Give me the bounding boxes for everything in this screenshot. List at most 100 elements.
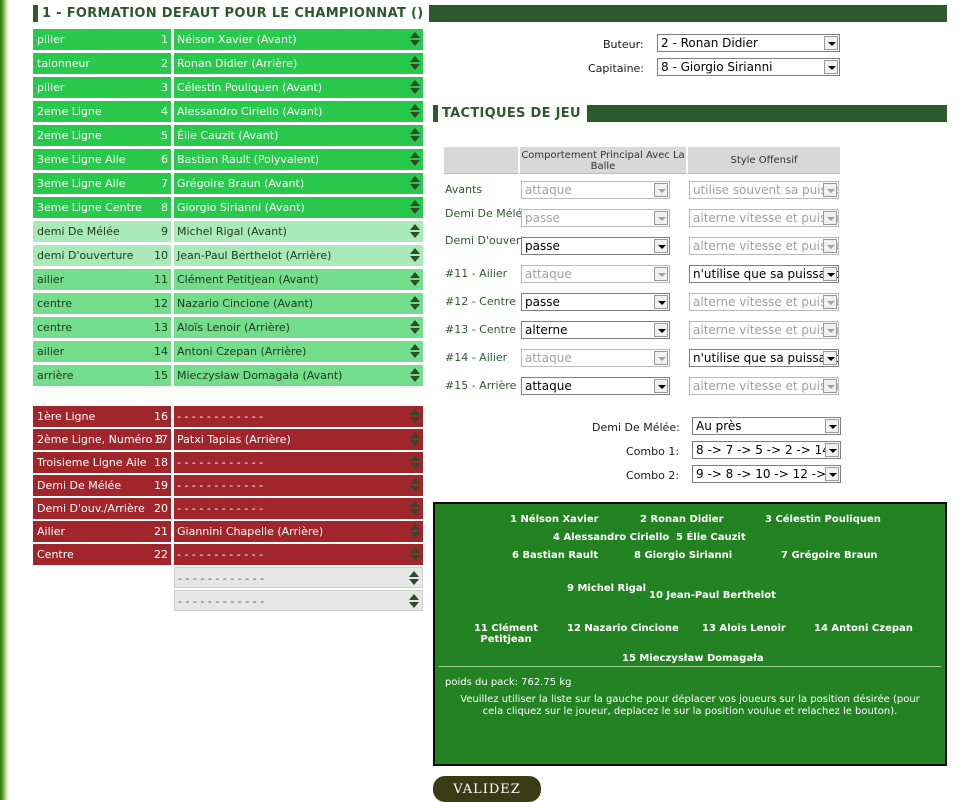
formation-header: 1 - FORMATION DEFAUT POUR LE CHAMPIONNAT… — [33, 5, 947, 22]
chevron-down-icon[interactable] — [825, 419, 839, 433]
combo1-select[interactable]: 8 -> 7 -> 5 -> 2 -> 14 — [692, 441, 841, 459]
player-slot[interactable]: - - - - - - - - - - - - — [174, 406, 423, 427]
chevron-down-icon[interactable] — [654, 239, 668, 253]
chevron-down-icon[interactable] — [654, 295, 668, 309]
position-cell: Troisieme Ligne Aile 18 — [33, 452, 171, 473]
player-slot[interactable]: Antoni Czepan (Arrière) — [174, 341, 423, 362]
drag-handle-icon[interactable] — [410, 80, 420, 95]
drag-handle-icon[interactable] — [410, 455, 420, 470]
drag-handle-icon[interactable] — [410, 409, 420, 424]
player-slot[interactable]: Jean-Paul Berthelot (Arrière) — [174, 245, 423, 266]
drag-handle-icon[interactable] — [410, 224, 420, 239]
position-cell: 1ère Ligne 16 — [33, 406, 171, 427]
field-player: 9 Michel Rigal — [567, 583, 647, 594]
player-slot[interactable]: Élie Cauzit (Avant) — [174, 125, 423, 146]
tactic-comportement-select[interactable]: passe — [521, 237, 670, 255]
drag-handle-icon[interactable] — [410, 176, 420, 191]
validez-button[interactable]: VALIDEZ — [433, 776, 541, 802]
drag-handle-icon[interactable] — [410, 272, 420, 287]
drag-handle-icon[interactable] — [410, 547, 420, 562]
player-slot[interactable]: Clément Petitjean (Avant) — [174, 269, 423, 290]
field-player: 7 Grégoire Braun — [781, 550, 878, 561]
player-slot[interactable]: Giorgio Sirianni (Avant) — [174, 197, 423, 218]
drag-handle-icon[interactable] — [410, 344, 420, 359]
chevron-down-icon[interactable] — [654, 323, 668, 337]
position-cell: arrière 15 — [33, 365, 171, 386]
tactiques-header: TACTIQUES DE JEU — [433, 105, 947, 122]
player-slot[interactable]: - - - - - - - - - - - - — [174, 567, 423, 588]
player-slot[interactable]: - - - - - - - - - - - - — [174, 452, 423, 473]
capitaine-value: 8 - Giorgio Sirianni — [661, 60, 773, 74]
combo1-value: 8 -> 7 -> 5 -> 2 -> 14 — [696, 443, 830, 457]
buteur-label: Buteur: — [603, 38, 644, 51]
substitute-row: Centre 22 - - - - - - - - - - - - — [33, 544, 423, 565]
position-cell: 3eme Ligne Aile 6 — [33, 149, 171, 170]
starter-row: 2eme Ligne 4 Alessandro Ciriello (Avant) — [33, 101, 423, 122]
player-slot[interactable]: Grégoire Braun (Avant) — [174, 173, 423, 194]
position-cell: 2ème Ligne, Numéro 8 17 — [33, 429, 171, 450]
player-slot[interactable]: Bastian Rault (Polyvalent) — [174, 149, 423, 170]
tactic-row-label: #13 - Centre — [445, 323, 516, 336]
player-slot[interactable]: Mieczysław Domagała (Avant) — [174, 365, 423, 386]
position-label: centre — [37, 297, 73, 310]
chevron-down-icon[interactable] — [824, 36, 838, 50]
player-slot[interactable]: Michel Rigal (Avant) — [174, 221, 423, 242]
tactic-style-select[interactable]: n'utilise que sa puissance — [689, 265, 839, 283]
drag-handle-icon[interactable] — [410, 32, 420, 47]
starter-row: pilier 1 Nélson Xavier (Avant) — [33, 29, 423, 50]
drag-handle-icon[interactable] — [409, 594, 419, 609]
drag-handle-icon[interactable] — [410, 524, 420, 539]
position-number: 12 — [154, 297, 168, 310]
tactic-comportement-value: attaque — [525, 379, 572, 393]
tactic-style-select[interactable]: n'utilise que sa puissance — [689, 349, 839, 367]
player-slot[interactable]: Ronan Didier (Arrière) — [174, 53, 423, 74]
drag-handle-icon[interactable] — [410, 128, 420, 143]
demi-de-melee-select[interactable]: Au près — [692, 417, 841, 435]
player-slot[interactable]: - - - - - - - - - - - - — [174, 590, 423, 611]
drag-handle-icon[interactable] — [410, 432, 420, 447]
drag-handle-icon[interactable] — [410, 152, 420, 167]
chevron-down-icon — [654, 183, 668, 197]
drag-handle-icon[interactable] — [410, 320, 420, 335]
drag-handle-icon[interactable] — [410, 248, 420, 263]
player-slot[interactable]: Aloïs Lenoir (Arrière) — [174, 317, 423, 338]
buteur-value: 2 - Ronan Didier — [661, 36, 758, 50]
position-number: 9 — [161, 225, 168, 238]
field-player: 8 Giorgio Sirianni — [634, 550, 733, 561]
capitaine-select[interactable]: 8 - Giorgio Sirianni — [657, 58, 840, 76]
player-slot[interactable]: Célestin Pouliquen (Avant) — [174, 77, 423, 98]
player-slot[interactable]: - - - - - - - - - - - - — [174, 498, 423, 519]
drag-handle-icon[interactable] — [410, 200, 420, 215]
player-slot[interactable]: Nazario Cincione (Avant) — [174, 293, 423, 314]
drag-handle-icon[interactable] — [410, 104, 420, 119]
tactic-comportement-select[interactable]: alterne — [521, 321, 670, 339]
buteur-select[interactable]: 2 - Ronan Didier — [657, 34, 840, 52]
chevron-down-icon[interactable] — [654, 379, 668, 393]
position-cell: 3eme Ligne Centre 8 — [33, 197, 171, 218]
combo2-select[interactable]: 9 -> 8 -> 10 -> 12 -> — [692, 465, 841, 483]
player-slot[interactable]: - - - - - - - - - - - - — [174, 475, 423, 496]
chevron-down-icon[interactable] — [823, 351, 837, 365]
player-slot[interactable]: Nélson Xavier (Avant) — [174, 29, 423, 50]
player-slot[interactable]: Patxi Tapias (Arrière) — [174, 429, 423, 450]
tactic-comportement-select[interactable]: attaque — [521, 377, 670, 395]
drag-handle-icon[interactable] — [410, 501, 420, 516]
position-label: talonneur — [37, 57, 91, 70]
position-cell: demi D'ouverture 10 — [33, 245, 171, 266]
drag-handle-icon[interactable] — [410, 296, 420, 311]
chevron-down-icon[interactable] — [823, 267, 837, 281]
chevron-down-icon[interactable] — [824, 60, 838, 74]
player-slot[interactable]: Giannini Chapelle (Arrière) — [174, 521, 423, 542]
tactic-comportement-select[interactable]: passe — [521, 293, 670, 311]
player-slot[interactable]: - - - - - - - - - - - - — [174, 544, 423, 565]
drag-handle-icon[interactable] — [410, 56, 420, 71]
player-name: Giorgio Sirianni (Avant) — [177, 201, 305, 214]
position-label: 3eme Ligne Aile — [37, 177, 126, 190]
drag-handle-icon[interactable] — [410, 368, 420, 383]
drag-handle-icon[interactable] — [410, 478, 420, 493]
chevron-down-icon[interactable] — [825, 443, 839, 457]
drag-handle-icon[interactable] — [409, 571, 419, 586]
position-label: centre — [37, 321, 73, 334]
chevron-down-icon[interactable] — [825, 467, 839, 481]
player-slot[interactable]: Alessandro Ciriello (Avant) — [174, 101, 423, 122]
